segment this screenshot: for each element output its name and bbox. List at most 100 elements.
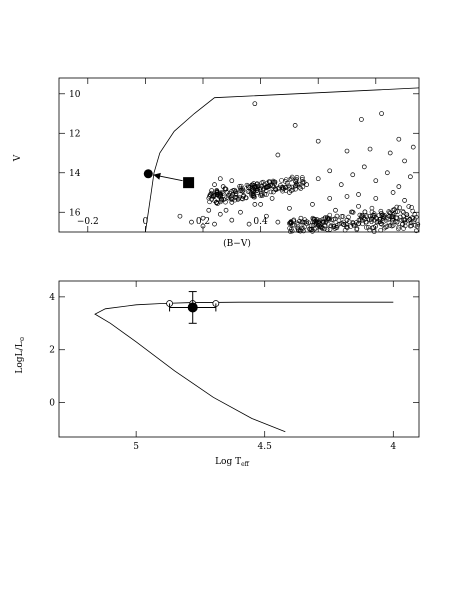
cmd-star-point: [239, 188, 244, 193]
cmd-star-point: [412, 212, 418, 217]
cmd-star-point: [315, 138, 321, 144]
cmd-star-point: [226, 195, 231, 201]
cmd-y-tick-label: 10: [69, 90, 81, 100]
cmd-star-point: [371, 211, 377, 217]
cmd-star-point: [312, 226, 317, 232]
cmd-star-point: [293, 182, 299, 188]
cmd-star-point: [275, 186, 281, 192]
cmd-star-point: [260, 187, 266, 192]
hr-x-axis-label-sub: eff: [241, 461, 250, 468]
cmd-star-point: [348, 224, 354, 229]
cmd-star-point: [394, 219, 400, 225]
cmd-star-point: [320, 219, 326, 225]
cmd-chart: −0.2 0 0.2 0.4 0.6 0.8 10 12 14 16 (B−V) V: [13, 77, 421, 249]
cmd-star-point: [395, 209, 400, 214]
cmd-star-point: [295, 227, 301, 232]
cmd-star-point: [367, 146, 373, 152]
cmd-star-point: [408, 174, 413, 180]
cmd-star-point: [356, 192, 361, 197]
cmd-star-point: [223, 207, 229, 213]
cmd-star-point: [351, 223, 357, 228]
cmd-star-point: [334, 225, 340, 230]
cmd-star-point: [252, 202, 258, 207]
hr-x-tick-label: 4: [390, 442, 396, 452]
cmd-star-point: [336, 218, 342, 223]
cmd-star-point: [387, 150, 393, 156]
cmd-star-point: [200, 215, 206, 221]
cmd-star-point: [287, 205, 292, 211]
cmd-star-point: [259, 193, 265, 198]
cmd-star-point: [400, 222, 405, 227]
cmd-star-point: [346, 214, 351, 220]
cmd-star-point: [262, 191, 267, 197]
cmd-star-point: [349, 209, 355, 215]
cmd-star-point: [344, 148, 350, 154]
cmd-star-point: [246, 221, 252, 227]
cmd-star-point: [361, 215, 367, 220]
cmd-star-point: [302, 224, 307, 230]
cmd-star-point: [217, 176, 223, 182]
cmd-star-point: [254, 181, 260, 187]
cmd-star-point: [322, 223, 328, 228]
cmd-star-point: [402, 198, 407, 203]
cmd-star-point: [258, 187, 263, 192]
cmd-star-point: [344, 222, 350, 228]
cmd-star-point: [354, 220, 359, 225]
cmd-star-point: [351, 220, 356, 226]
cmd-star-point: [388, 210, 393, 216]
cmd-star-point: [268, 183, 273, 188]
cmd-ticks: −0.2 0 0.2 0.4 0.6 0.8 10 12 14 16: [59, 78, 419, 232]
cmd-star-point: [300, 175, 305, 180]
cmd-star-point: [278, 183, 283, 188]
cmd-star-point: [268, 189, 274, 195]
cmd-star-point: [374, 219, 380, 225]
cmd-star-point: [384, 170, 390, 176]
cmd-star-point: [287, 225, 292, 231]
hr-x-tick-label: 5: [133, 442, 139, 452]
cmd-star-point: [206, 207, 212, 213]
cmd-star-point: [218, 199, 223, 205]
cmd-star-point: [394, 215, 400, 221]
hr-evolution-track: [94, 301, 394, 433]
hr-y-tick-label: 0: [49, 399, 55, 409]
hr-y-tick-label: 4: [49, 293, 55, 303]
hr-x-tick-label: 4.5: [258, 442, 273, 452]
cmd-star-point: [344, 194, 350, 199]
cmd-star-point: [209, 188, 214, 193]
cmd-y-tick-label: 12: [69, 129, 80, 139]
cmd-star-point: [410, 215, 415, 220]
hr-filled-circle-marker: [187, 302, 198, 313]
cmd-star-point: [410, 208, 416, 214]
cmd-star-point: [301, 228, 306, 234]
cmd-star-point: [373, 178, 379, 184]
cmd-star-point: [327, 212, 333, 218]
cmd-star-point: [253, 185, 259, 190]
cmd-star-point: [313, 218, 319, 224]
cmd-star-point: [383, 224, 388, 230]
cmd-star-point: [264, 213, 269, 219]
hr-chart: 5 4.5 4 0 2 4 Log Teff LogL/L⊙: [15, 280, 420, 468]
cmd-star-point: [387, 223, 393, 228]
cmd-star-point: [400, 208, 406, 214]
cmd-star-point: [396, 184, 402, 189]
cmd-x-tick-label: 0: [143, 217, 149, 227]
cmd-star-point: [266, 184, 272, 190]
cmd-star-point: [248, 190, 254, 196]
cmd-star-point: [346, 219, 352, 224]
cmd-star-point: [229, 217, 235, 223]
cmd-star-point: [413, 228, 419, 234]
cmd-star-point: [323, 215, 328, 220]
cmd-star-point: [304, 182, 310, 187]
cmd-star-point: [307, 227, 313, 232]
cmd-star-point: [233, 192, 239, 198]
cmd-star-point: [289, 220, 294, 226]
cmd-star-point: [357, 217, 363, 222]
cmd-star-point: [397, 205, 402, 210]
cmd-star-point: [333, 207, 338, 213]
cmd-star-point: [396, 226, 401, 232]
cmd-star-point: [332, 216, 338, 222]
cmd-star-point: [379, 211, 384, 216]
cmd-star-point: [295, 182, 300, 188]
hr-ticks: 5 4.5 4 0 2 4: [49, 281, 419, 452]
cmd-star-point: [279, 178, 284, 183]
